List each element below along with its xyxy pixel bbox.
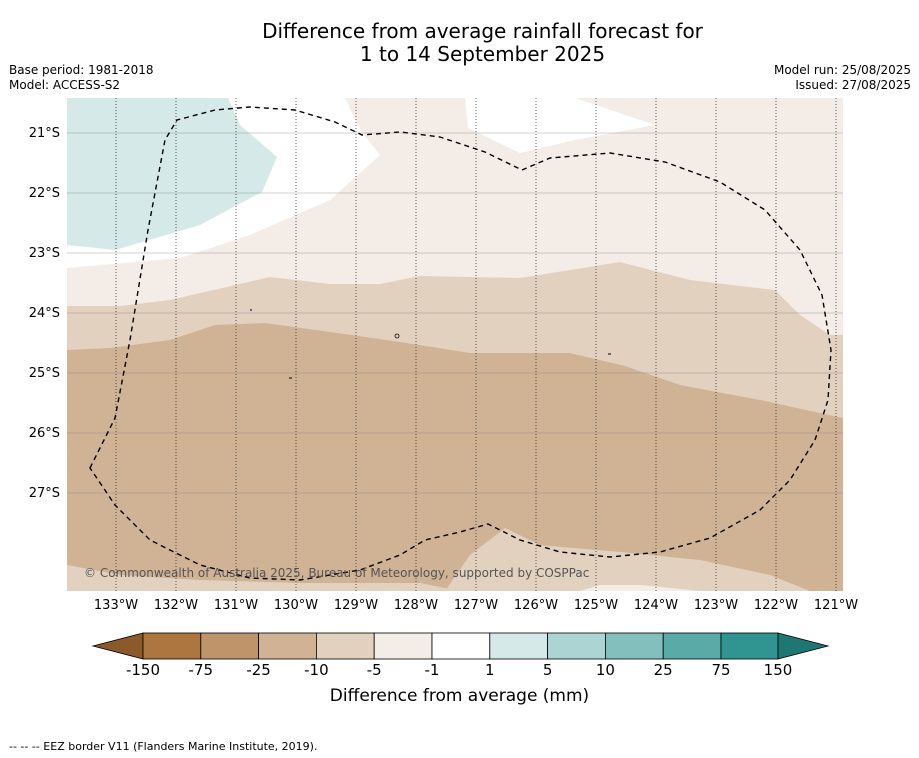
colorbar-label-minus150: -150: [125, 661, 161, 679]
colorbar-swatch-3: [258, 632, 317, 660]
lon-label-124w: 124°W: [633, 598, 679, 613]
lat-label-21s: 21°S: [28, 126, 60, 141]
copyright-notice: © Commonwealth of Australia 2025, Bureau…: [84, 566, 590, 580]
colorbar-swatch-11: [720, 632, 779, 660]
colorbar-swatch-10: [662, 632, 722, 660]
lat-label-23s: 23°S: [28, 246, 60, 261]
lon-label-129w: 129°W: [333, 598, 379, 613]
lon-label-125w: 125°W: [573, 598, 619, 613]
colorbar-label-plus75: 75: [711, 661, 731, 679]
eez-border: [89, 106, 832, 581]
eez-legend-note: -- -- -- EEZ border V11 (Flanders Marine…: [9, 740, 318, 753]
colorbar-label-plus150: 150: [763, 661, 793, 679]
colorbar-swatch-7: [489, 632, 548, 660]
lat-label-22s: 22°S: [28, 186, 60, 201]
colorbar-label-plus10: 10: [595, 661, 615, 679]
band-minus25-minus10: [67, 323, 843, 591]
model-name: Model: ACCESS-S2: [9, 78, 121, 92]
colorbar-label-minus10: -10: [304, 661, 329, 679]
lat-label-26s: 26°S: [28, 426, 60, 441]
colorbar-label-plus5: 5: [542, 661, 553, 679]
lon-label-127w: 127°W: [453, 598, 499, 613]
colorbar-label-plus1: 1: [485, 661, 495, 679]
colorbar-swatch-6: [431, 632, 491, 660]
colorbar-label-minus1: -1: [424, 661, 440, 679]
colorbar-label-minus5: -5: [366, 661, 382, 679]
band-minus10-minus5-south: [67, 565, 460, 591]
lon-label-121w: 121°W: [813, 598, 859, 613]
lon-label-130w: 130°W: [273, 598, 319, 613]
longitude-gridlines: [115, 98, 837, 591]
colorbar-high-arrow: [777, 632, 830, 660]
colorbar-swatch-5: [373, 632, 433, 660]
band-neutral-north: [465, 98, 655, 153]
lon-label-122w: 122°W: [753, 598, 799, 613]
lon-label-126w: 126°W: [513, 598, 559, 613]
colorbar-label-minus75: -75: [188, 661, 214, 679]
lon-label-133w: 133°W: [93, 598, 139, 613]
colorbar-label-plus25: 25: [653, 661, 673, 679]
colorbar-low-arrow: [91, 632, 144, 660]
lon-label-128w: 128°W: [393, 598, 439, 613]
model-run: Model run: 25/08/2025: [773, 63, 911, 77]
lon-label-123w: 123°W: [693, 598, 739, 613]
colorbar-swatch-8: [547, 632, 606, 660]
colorbar-swatch-1: [142, 632, 202, 660]
colorbar-swatch-9: [605, 632, 664, 660]
lon-label-132w: 132°W: [153, 598, 199, 613]
base-period: Base period: 1981-2018: [9, 63, 154, 77]
colorbar-swatch-2: [200, 632, 260, 660]
band-minus5-minus1-south: [580, 585, 700, 591]
latitude-gridlines: [67, 132, 843, 494]
lat-label-24s: 24°S: [28, 306, 60, 321]
colorbar-swatch-4: [315, 632, 375, 660]
colorbar-title: Difference from average (mm): [329, 686, 590, 706]
small-feature-1: [394, 333, 400, 339]
issued-date: Issued: 27/08/2025: [795, 78, 911, 92]
band-plus1-plus5: [67, 98, 277, 250]
lon-label-131w: 131°W: [213, 598, 259, 613]
map-title-line2: 1 to 14 September 2025: [359, 42, 606, 66]
colorbar-label-minus25: -25: [246, 661, 271, 679]
lat-label-27s: 27°S: [28, 486, 60, 501]
lat-label-25s: 25°S: [28, 366, 60, 381]
colorbar: [91, 632, 830, 660]
map-title-line1: Difference from average rainfall forecas…: [262, 19, 703, 43]
